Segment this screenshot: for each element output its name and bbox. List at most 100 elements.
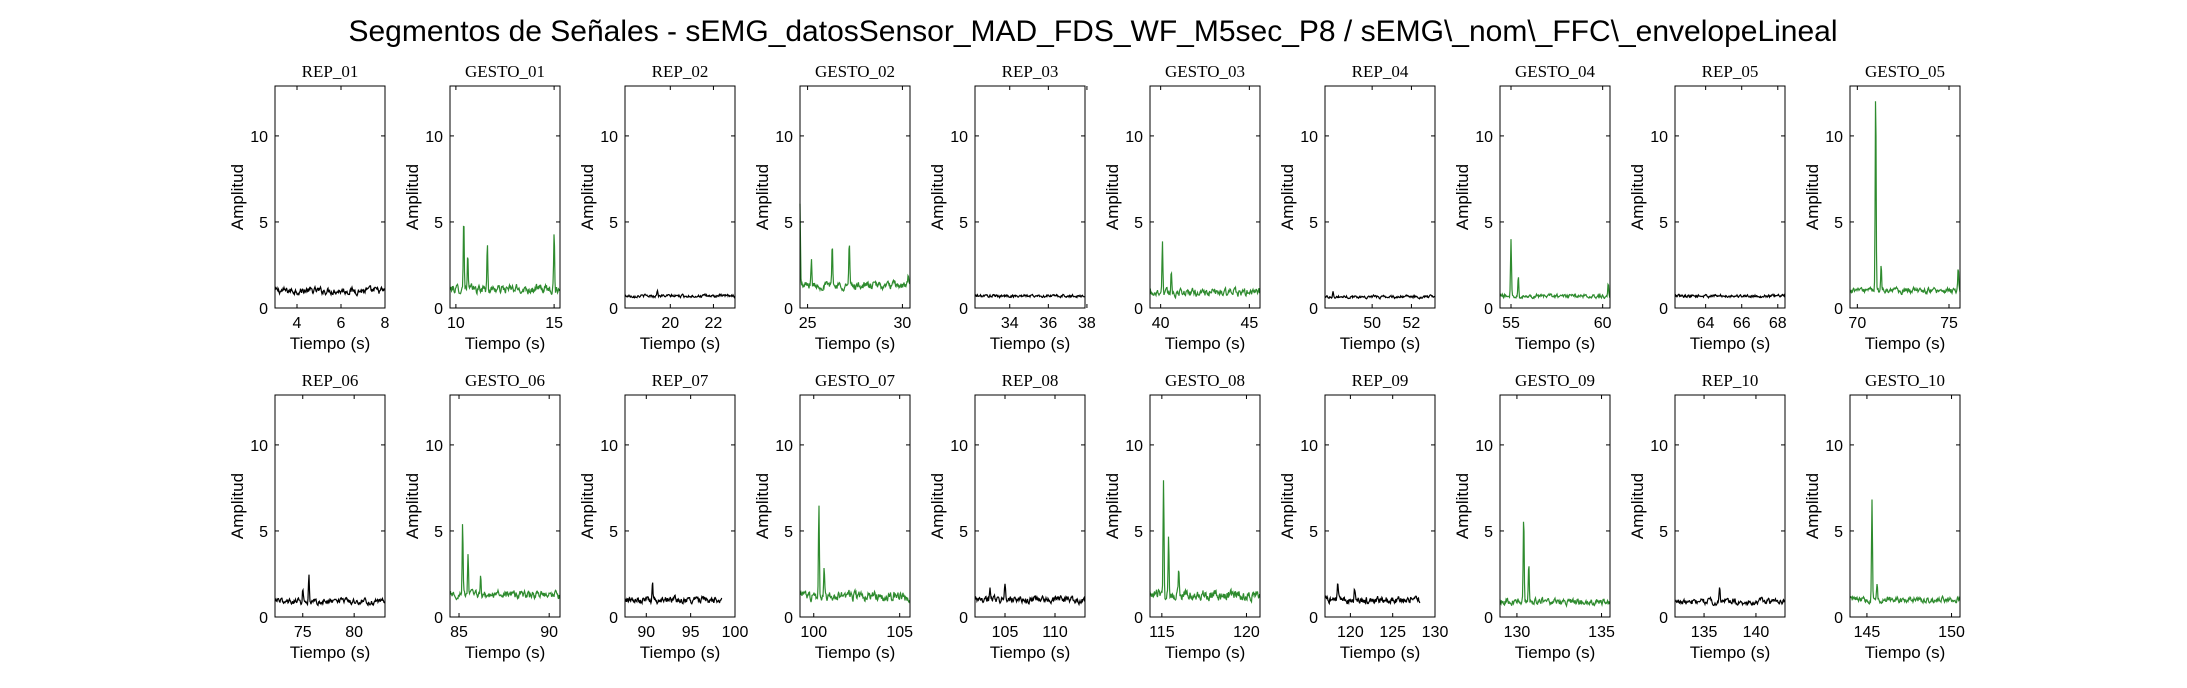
signal-line xyxy=(624,582,723,606)
x-axis-label: Tiempo (s) xyxy=(1340,334,1421,353)
x-tick-label: 85 xyxy=(450,624,468,641)
y-tick-label: 0 xyxy=(259,301,268,318)
x-tick-label: 15 xyxy=(545,315,563,332)
y-tick-label: 10 xyxy=(1650,438,1668,455)
subplot-title: GESTO_08 xyxy=(1165,371,1245,390)
y-tick-label: 0 xyxy=(434,301,443,318)
y-tick-label: 0 xyxy=(1659,610,1668,627)
subplot-title: GESTO_10 xyxy=(1865,371,1945,390)
subplot-title: REP_04 xyxy=(1352,62,1409,81)
subplot-title: REP_01 xyxy=(302,62,359,81)
y-tick-label: 5 xyxy=(1309,524,1318,541)
x-tick-label: 135 xyxy=(1691,624,1718,641)
axes-box xyxy=(1149,394,1261,618)
x-axis-label: Tiempo (s) xyxy=(1865,334,1946,353)
x-tick-label: 105 xyxy=(992,624,1019,641)
subplot-title: GESTO_01 xyxy=(465,62,545,81)
subplot-gesto-05: 0 5 10 70 75 GESTO_05 Tiempo (s) Amplitud xyxy=(1803,62,1961,353)
y-tick-label: 0 xyxy=(1134,301,1143,318)
signal-line xyxy=(624,288,736,300)
axes-box xyxy=(1849,394,1961,618)
signal-line xyxy=(1499,521,1611,608)
x-tick-label: 68 xyxy=(1769,315,1787,332)
signal-line xyxy=(1149,480,1261,604)
signal-line xyxy=(799,505,911,604)
axes-box xyxy=(1499,85,1611,309)
x-tick-label: 75 xyxy=(1940,315,1958,332)
x-axis-label: Tiempo (s) xyxy=(1515,643,1596,662)
subplot-title: GESTO_05 xyxy=(1865,62,1945,81)
x-tick-label: 150 xyxy=(1938,624,1965,641)
x-tick-label: 115 xyxy=(1149,624,1175,641)
y-tick-label: 0 xyxy=(259,610,268,627)
y-axis-label: Amplitud xyxy=(403,473,422,539)
y-tick-label: 10 xyxy=(950,438,968,455)
y-tick-label: 5 xyxy=(784,524,793,541)
y-tick-label: 5 xyxy=(959,215,968,232)
subplot-title: REP_07 xyxy=(652,371,709,390)
x-tick-label: 34 xyxy=(1001,315,1019,332)
signal-line xyxy=(1674,587,1786,607)
axes-box xyxy=(1324,85,1436,309)
x-tick-label: 20 xyxy=(661,315,679,332)
y-tick-label: 0 xyxy=(1484,610,1493,627)
y-tick-label: 0 xyxy=(1309,610,1318,627)
subplot-rep-06: 0 5 10 75 80 REP_06 Tiempo (s) Amplitud xyxy=(228,371,386,662)
y-axis-label: Amplitud xyxy=(1453,164,1472,230)
axes-box xyxy=(449,85,561,309)
subplot-gesto-01: 0 5 10 10 15 GESTO_01 Tiempo (s) Amplitud xyxy=(403,62,563,353)
subplot-title: REP_10 xyxy=(1702,371,1759,390)
subplot-gesto-09: 0 5 10 130 135 GESTO_09 Tiempo (s) Amplitud xyxy=(1453,371,1615,662)
y-tick-label: 5 xyxy=(1484,524,1493,541)
x-tick-label: 6 xyxy=(337,315,346,332)
x-tick-label: 25 xyxy=(799,315,817,332)
signal-line xyxy=(1499,239,1611,300)
y-tick-label: 5 xyxy=(1659,215,1668,232)
subplot-title: REP_05 xyxy=(1702,62,1759,81)
y-axis-label: Amplitud xyxy=(753,473,772,539)
subplot-rep-04: 0 5 10 50 52 REP_04 Tiempo (s) Amplitud xyxy=(1278,62,1436,353)
signal-line xyxy=(1674,293,1786,300)
y-tick-label: 5 xyxy=(1134,524,1143,541)
x-tick-label: 130 xyxy=(1504,624,1531,641)
x-tick-label: 50 xyxy=(1363,315,1381,332)
subplot-title: GESTO_09 xyxy=(1515,371,1595,390)
y-tick-label: 0 xyxy=(1134,610,1143,627)
y-tick-label: 5 xyxy=(609,524,618,541)
y-axis-label: Amplitud xyxy=(1103,164,1122,230)
y-tick-label: 10 xyxy=(1300,129,1318,146)
y-tick-label: 10 xyxy=(600,129,618,146)
subplot-title: REP_06 xyxy=(302,371,359,390)
subplot-rep-09: 0 5 10 120 125 130 REP_09 Tiempo (s) Amplitud xyxy=(1278,371,1448,662)
x-tick-label: 120 xyxy=(1233,624,1260,641)
x-tick-label: 45 xyxy=(1240,315,1258,332)
y-tick-label: 5 xyxy=(959,524,968,541)
y-tick-label: 10 xyxy=(1825,129,1843,146)
y-tick-label: 5 xyxy=(1834,524,1843,541)
x-tick-label: 52 xyxy=(1403,315,1421,332)
y-axis-label: Amplitud xyxy=(928,164,947,230)
x-tick-label: 120 xyxy=(1337,624,1364,641)
subplot-gesto-10: 0 5 10 145 150 GESTO_10 Tiempo (s) Amplitud xyxy=(1803,371,1965,662)
x-axis-label: Tiempo (s) xyxy=(465,643,546,662)
y-tick-label: 10 xyxy=(600,438,618,455)
y-tick-label: 10 xyxy=(1125,129,1143,146)
y-tick-label: 0 xyxy=(1309,301,1318,318)
y-tick-label: 10 xyxy=(775,438,793,455)
y-tick-label: 10 xyxy=(1300,438,1318,455)
x-axis-label: Tiempo (s) xyxy=(465,334,546,353)
y-axis-label: Amplitud xyxy=(578,164,597,230)
x-tick-label: 60 xyxy=(1594,315,1612,332)
y-tick-label: 5 xyxy=(1484,215,1493,232)
subplot-rep-03: 0 5 10 34 36 38 REP_03 Tiempo (s) Amplitud xyxy=(928,62,1096,353)
signal-line xyxy=(274,574,386,607)
figure-title: Segmentos de Señales - sEMG_datosSensor_… xyxy=(348,15,1837,48)
x-tick-label: 40 xyxy=(1152,315,1170,332)
subplot-gesto-04: 0 5 10 55 60 GESTO_04 Tiempo (s) Amplitud xyxy=(1453,62,1612,353)
x-tick-label: 8 xyxy=(381,315,390,332)
x-axis-label: Tiempo (s) xyxy=(1690,643,1771,662)
x-axis-label: Tiempo (s) xyxy=(640,643,721,662)
x-tick-label: 75 xyxy=(294,624,312,641)
y-tick-label: 5 xyxy=(1134,215,1143,232)
y-tick-label: 5 xyxy=(784,215,793,232)
